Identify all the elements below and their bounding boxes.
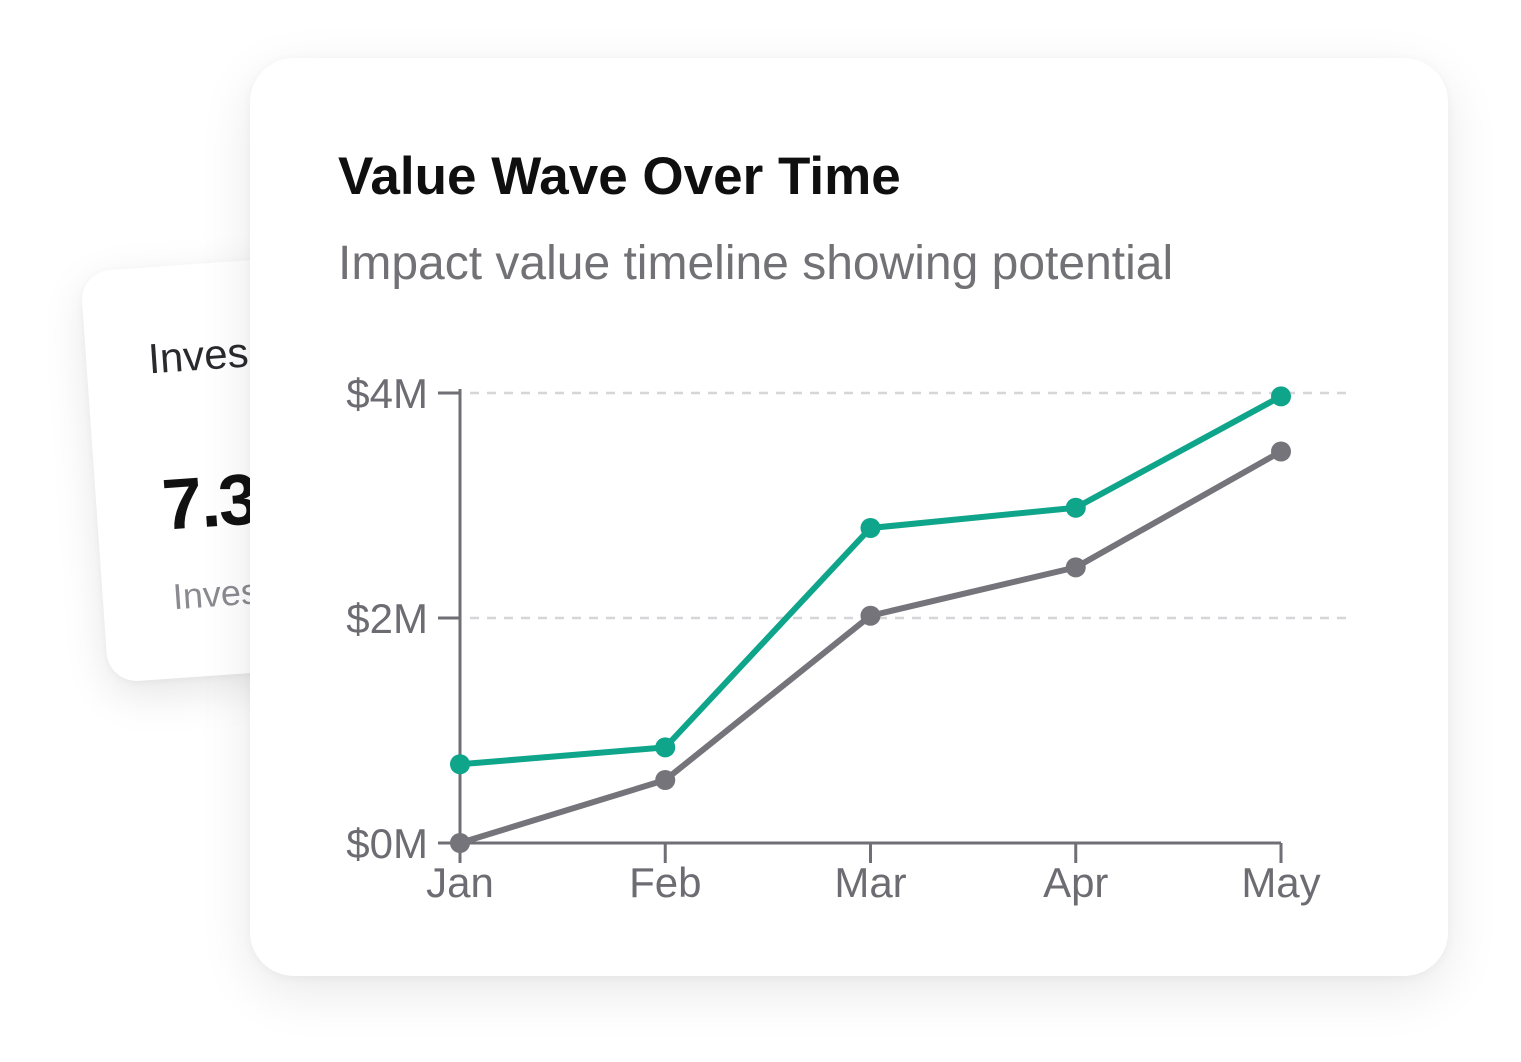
data-point — [1065, 497, 1086, 518]
investment-card-title: Inves — [146, 328, 251, 383]
value-wave-card: Value Wave Over Time Impact value timeli… — [250, 58, 1448, 976]
chart-subtitle: Impact value timeline showing potential — [338, 237, 1174, 290]
x-tick-label: Jan — [426, 859, 494, 906]
data-point — [1271, 441, 1291, 462]
x-tick-label: Apr — [1043, 859, 1108, 906]
tick-labels: $0M $2M $4M Jan Feb Mar Apr May — [346, 370, 1320, 906]
data-point — [1271, 386, 1291, 407]
investment-card-subtitle: Inves — [171, 570, 261, 618]
data-point — [450, 833, 470, 853]
y-tick-label: $0M — [346, 820, 428, 867]
line-chart: $0M $2M $4M Jan Feb Mar Apr May — [346, 370, 1348, 906]
series-line-1 — [457, 448, 1284, 846]
axes — [438, 389, 1283, 863]
series-line-0 — [457, 393, 1284, 768]
data-point — [860, 518, 881, 538]
y-tick-label: $2M — [346, 595, 428, 642]
investment-card-value: 7.3 — [159, 459, 260, 546]
series — [450, 386, 1291, 853]
data-point — [655, 770, 676, 790]
grid-lines — [470, 391, 1348, 620]
data-point — [860, 605, 881, 626]
x-tick-label: Mar — [834, 859, 906, 906]
chart-title: Value Wave Over Time — [338, 147, 901, 206]
x-tick-label: May — [1241, 859, 1320, 906]
data-point — [655, 737, 676, 758]
data-point — [1065, 557, 1086, 578]
y-tick-label: $4M — [346, 370, 428, 417]
x-tick-label: Feb — [629, 859, 701, 906]
data-point — [450, 754, 470, 775]
